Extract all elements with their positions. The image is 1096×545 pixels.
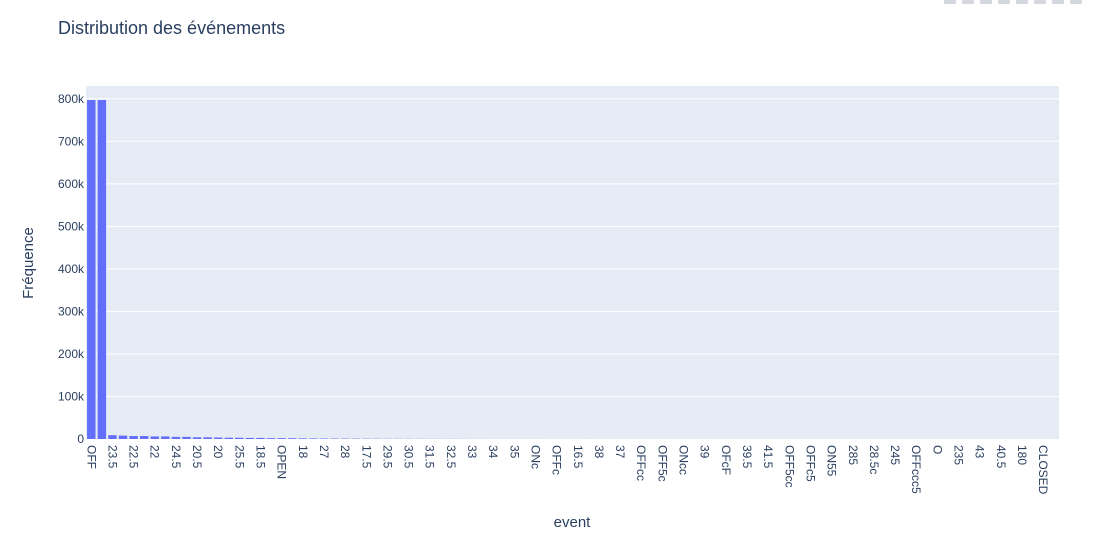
y-axis-title: Fréquence (20, 227, 37, 299)
x-tick-label: 33 (465, 445, 479, 459)
x-tick-label: OFFc5 (803, 445, 817, 482)
zoom-icon[interactable] (962, 0, 974, 4)
reset-axes-icon[interactable] (1070, 0, 1082, 4)
x-tick-label: 34 (486, 445, 500, 459)
autoscale-icon[interactable] (1052, 0, 1064, 4)
y-tick-label: 300k (58, 304, 85, 318)
x-tick-label: 18 (296, 445, 310, 459)
x-tick-label: 18.5 (254, 445, 268, 469)
y-tick-label: 600k (58, 177, 85, 191)
y-tick-label: 400k (58, 262, 85, 276)
bar[interactable] (245, 437, 255, 439)
x-axis-ticks: OFF 23.5 22.5 22 24.5 20.5 20 25.5 18.5 OPEN 18 27 2… (84, 445, 1050, 495)
pan-icon[interactable] (980, 0, 992, 4)
bar[interactable] (266, 438, 276, 439)
x-tick-label: 28.5c (867, 445, 881, 474)
bar[interactable] (118, 435, 128, 439)
bar[interactable] (97, 100, 107, 439)
x-tick-label: 39 (698, 445, 712, 459)
x-tick-label: 41.5 (761, 445, 775, 469)
bar[interactable] (213, 437, 223, 439)
x-tick-label: 285 (846, 445, 860, 465)
x-tick-label: 24.5 (169, 445, 183, 469)
x-tick-label: 38 (592, 445, 606, 459)
x-tick-label: 40.5 (994, 445, 1008, 469)
x-tick-label: 180 (1015, 445, 1029, 465)
x-tick-label: OFF5cc (782, 445, 796, 488)
x-tick-label: OPEN (275, 445, 289, 479)
bar[interactable] (150, 436, 159, 439)
bar[interactable] (139, 436, 149, 439)
y-tick-label: 800k (58, 92, 85, 106)
x-tick-label: OFcF (719, 445, 733, 475)
bar[interactable] (192, 437, 202, 439)
x-tick-label: O (930, 445, 944, 454)
bar[interactable] (309, 438, 318, 439)
x-tick-label: 22 (148, 445, 162, 459)
x-tick-label: 35 (507, 445, 521, 459)
modebar[interactable] (944, 0, 1082, 6)
x-tick-label: 39.5 (740, 445, 754, 469)
x-tick-label: ONc (528, 445, 542, 469)
x-tick-label: 235 (952, 445, 966, 465)
bar[interactable] (203, 437, 212, 439)
x-tick-label: 28 (338, 445, 352, 459)
zoom-out-icon[interactable] (1034, 0, 1046, 4)
x-tick-label: ONcc (677, 445, 691, 475)
y-tick-label: 0 (77, 432, 84, 446)
x-tick-label: 27 (317, 445, 331, 459)
bar[interactable] (235, 437, 244, 439)
bars (87, 100, 593, 439)
bar[interactable] (288, 438, 297, 439)
x-tick-label: 17.5 (359, 445, 373, 469)
x-tick-label: 23.5 (105, 445, 119, 469)
bar[interactable] (87, 100, 96, 439)
chart-title: Distribution des événements (58, 18, 285, 38)
plot-area (86, 86, 1059, 439)
x-tick-label: ON55 (825, 445, 839, 477)
bar[interactable] (182, 436, 191, 439)
x-tick-label: 31.5 (423, 445, 437, 469)
x-tick-label: 43 (973, 445, 987, 459)
gridlines (86, 98, 1059, 397)
x-tick-label: 22.5 (127, 445, 141, 469)
x-tick-label: OFFcc (634, 445, 648, 481)
box-select-icon[interactable] (998, 0, 1010, 4)
x-tick-label: OFFc (550, 445, 564, 475)
zoom-in-icon[interactable] (1016, 0, 1028, 4)
x-tick-label: 16.5 (571, 445, 585, 469)
x-tick-label: OFFccc5 (909, 445, 923, 494)
x-tick-label: 245 (888, 445, 902, 465)
bar[interactable] (171, 436, 181, 439)
x-tick-label: OFF5c (655, 445, 669, 482)
x-tick-label: 25.5 (232, 445, 246, 469)
y-tick-label: 200k (58, 347, 85, 361)
bar[interactable] (277, 438, 286, 439)
y-tick-label: 500k (58, 219, 85, 233)
bar[interactable] (256, 437, 265, 439)
x-tick-label: 37 (613, 445, 627, 459)
y-tick-label: 700k (58, 134, 85, 148)
x-axis-title: event (554, 514, 592, 531)
bar[interactable] (129, 436, 138, 439)
x-tick-label: 29.5 (380, 445, 394, 469)
y-axis-ticks: 0 100k 200k 300k 400k 500k 600k 700k 800k (58, 92, 85, 446)
x-tick-label: OFF (84, 445, 98, 469)
x-tick-label: 20.5 (190, 445, 204, 469)
x-tick-label: 20 (211, 445, 225, 459)
bar[interactable] (108, 435, 117, 439)
x-tick-label: 30.5 (402, 445, 416, 469)
bar[interactable] (224, 437, 234, 439)
camera-icon[interactable] (944, 0, 956, 4)
y-tick-label: 100k (58, 389, 85, 403)
bar[interactable] (298, 438, 308, 439)
x-tick-label: 32.5 (444, 445, 458, 469)
x-tick-label: CLOSED (1036, 445, 1050, 495)
bar[interactable] (161, 436, 170, 439)
